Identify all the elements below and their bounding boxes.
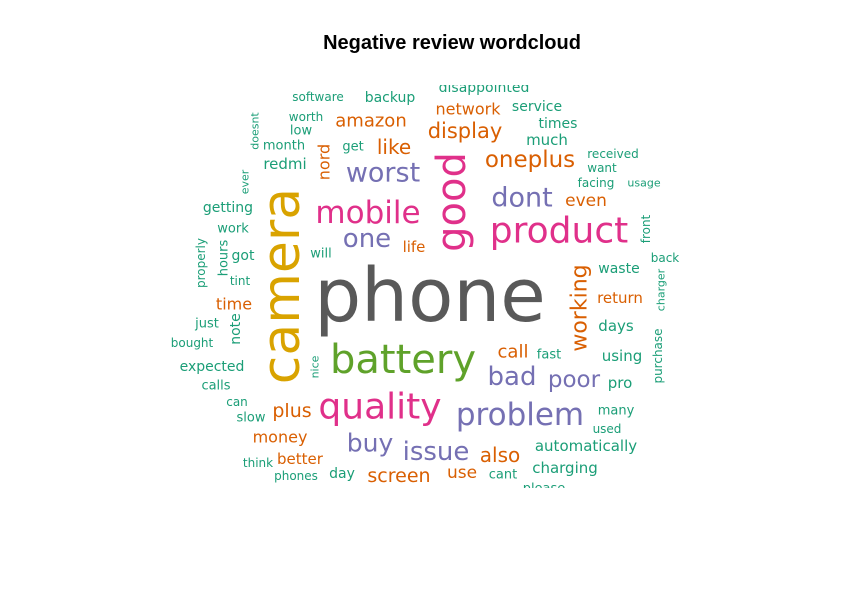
word-display: display xyxy=(428,119,503,143)
word-also: also xyxy=(480,443,520,467)
word-many: many xyxy=(598,404,635,419)
word-call: call xyxy=(498,342,529,363)
word-worth: worth xyxy=(289,110,323,124)
word-got: got xyxy=(232,248,255,264)
word-month: month xyxy=(263,139,305,154)
word-plus: plus xyxy=(272,400,311,422)
word-product: product xyxy=(490,211,628,252)
word-redmi: redmi xyxy=(263,155,306,173)
word-bad: bad xyxy=(488,362,537,392)
word-usage: usage xyxy=(627,177,660,190)
word-cant: cant xyxy=(489,468,517,483)
word-time: time xyxy=(216,295,252,314)
word-camera: camera xyxy=(252,188,312,384)
word-money: money xyxy=(253,428,308,447)
word-backup: backup xyxy=(365,90,416,106)
word-life: life xyxy=(403,238,426,256)
word-day: day xyxy=(329,466,355,482)
word-screen: screen xyxy=(367,465,430,487)
word-quality: quality xyxy=(318,387,441,428)
word-service: service xyxy=(512,99,562,115)
word-charger: charger xyxy=(655,268,668,311)
word-issue: issue xyxy=(403,437,470,467)
word-think: think xyxy=(243,456,273,470)
word-automatically: automatically xyxy=(535,437,637,455)
word-note: note xyxy=(228,313,244,345)
word-expected: expected xyxy=(180,359,245,375)
word-battery: battery xyxy=(330,337,476,383)
word-can: can xyxy=(226,395,248,409)
word-just: just xyxy=(194,317,219,332)
word-nice: nice xyxy=(309,355,322,378)
word-use: use xyxy=(447,463,477,483)
word-back: back xyxy=(651,251,680,265)
word-tint: tint xyxy=(230,274,251,288)
word-pro: pro xyxy=(608,374,633,392)
word-poor: poor xyxy=(548,367,601,393)
word-amazon: amazon xyxy=(335,111,406,132)
word-one: one xyxy=(343,224,391,254)
word-buy: buy xyxy=(347,429,394,458)
word-fast: fast xyxy=(537,348,561,363)
word-get: get xyxy=(342,140,363,155)
word-return: return xyxy=(597,289,643,307)
word-calls: calls xyxy=(201,379,230,394)
word-getting: getting xyxy=(203,200,253,216)
chart-title: Negative review wordcloud xyxy=(323,32,581,54)
word-received: received xyxy=(587,147,638,161)
word-nord: nord xyxy=(315,144,334,180)
word-using: using xyxy=(602,347,643,365)
word-doesnt: doesnt xyxy=(249,112,262,150)
word-waste: waste xyxy=(598,261,639,277)
word-software: software xyxy=(292,90,344,104)
word-days: days xyxy=(598,317,634,335)
word-like: like xyxy=(377,135,411,159)
word-problem: problem xyxy=(456,397,584,433)
word-facing: facing xyxy=(578,176,615,190)
word-dont: dont xyxy=(491,183,552,214)
word-front: front xyxy=(639,214,653,243)
word-low: low xyxy=(290,124,313,139)
word-phone: phone xyxy=(314,253,546,339)
word-ever: ever xyxy=(239,169,252,194)
word-slow: slow xyxy=(237,411,266,426)
word-times: times xyxy=(539,116,578,132)
word-worst: worst xyxy=(346,158,420,189)
word-better: better xyxy=(277,450,324,468)
word-charging: charging xyxy=(532,459,598,477)
word-oneplus: oneplus xyxy=(485,147,575,173)
word-want: want xyxy=(587,161,617,175)
word-properly: properly xyxy=(194,238,208,288)
word-bought: bought xyxy=(171,336,214,350)
word-even: even xyxy=(565,191,607,211)
word-working: working xyxy=(568,264,593,351)
word-good: good xyxy=(429,152,475,252)
word-phones: phones xyxy=(274,469,318,483)
word-much: much xyxy=(526,131,568,149)
word-purchase: purchase xyxy=(651,328,665,383)
word-used: used xyxy=(593,422,622,436)
word-will: will xyxy=(310,247,331,262)
word-disappointed: disappointed xyxy=(439,80,530,96)
word-work: work xyxy=(217,222,249,237)
word-mobile: mobile xyxy=(315,195,420,231)
word-please: please xyxy=(523,482,566,497)
word-network: network xyxy=(436,100,502,119)
word-hours: hours xyxy=(217,240,232,277)
